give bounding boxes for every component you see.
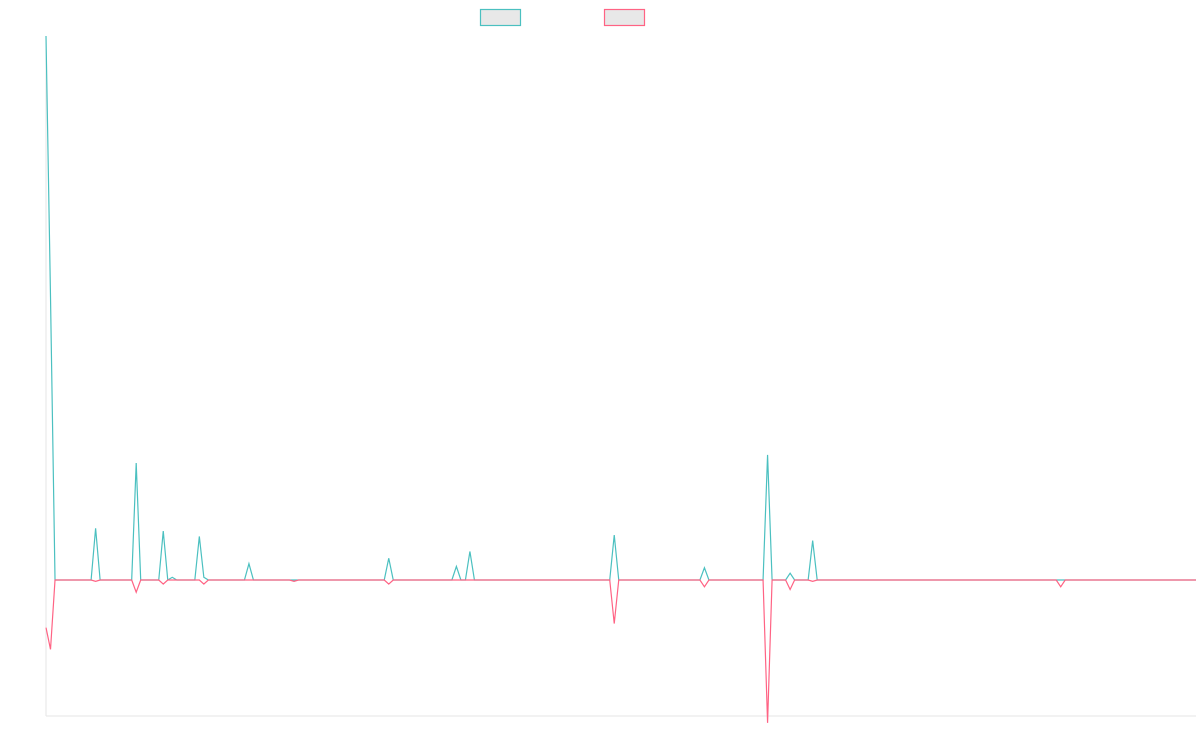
series-line-1 xyxy=(45,35,1196,582)
legend xyxy=(479,8,646,27)
series-line-2 xyxy=(45,579,1196,723)
axes xyxy=(45,36,1196,717)
legend-swatch-2 xyxy=(603,8,646,27)
series-layer xyxy=(45,35,1196,723)
legend-swatch-1 xyxy=(479,8,522,27)
